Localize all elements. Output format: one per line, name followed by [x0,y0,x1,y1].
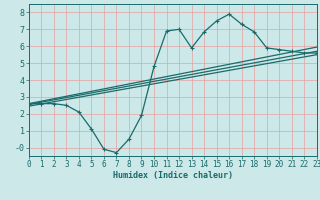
X-axis label: Humidex (Indice chaleur): Humidex (Indice chaleur) [113,171,233,180]
